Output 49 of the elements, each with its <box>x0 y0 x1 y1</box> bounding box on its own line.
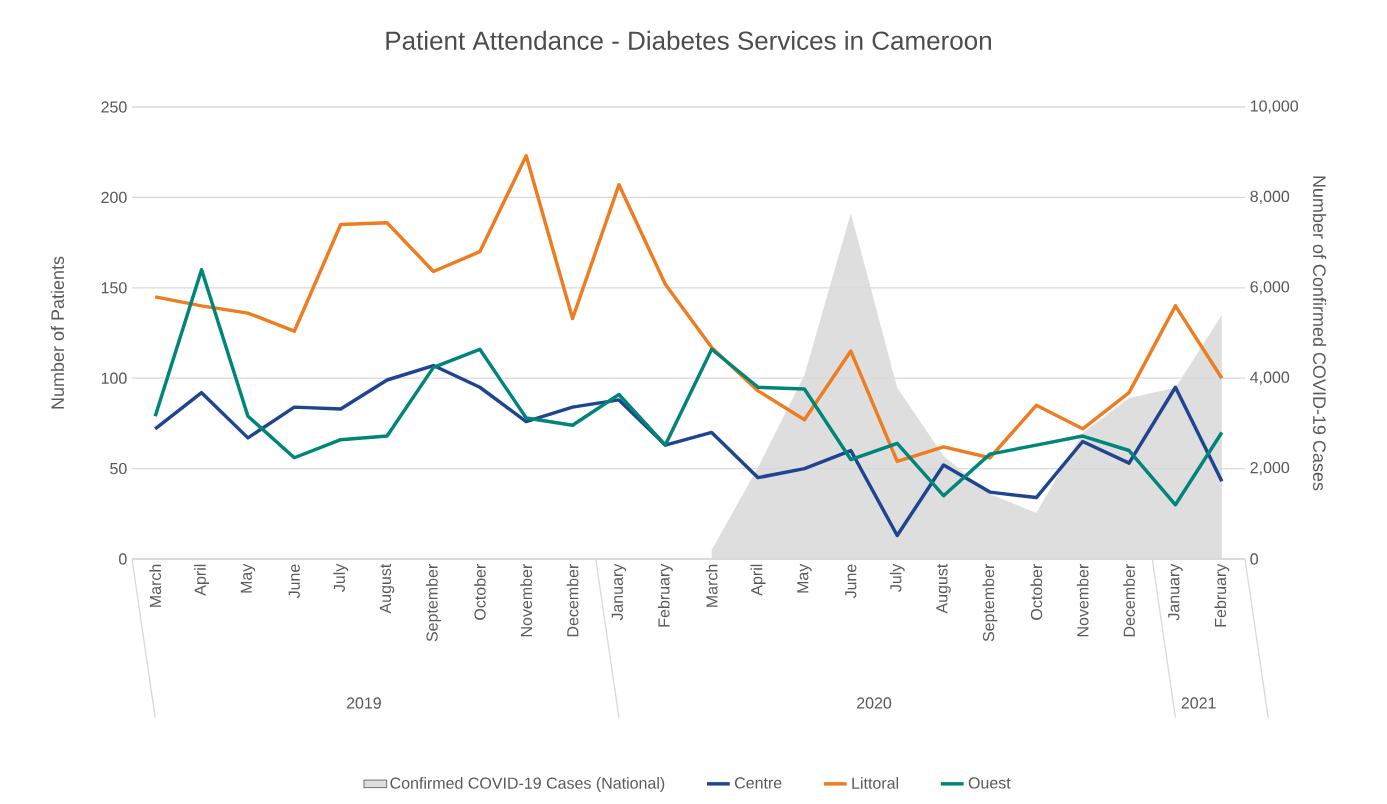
x-tick-label: December <box>566 563 579 637</box>
y-tick-label: 50 <box>110 462 127 475</box>
text: 2021 <box>1181 697 1216 709</box>
x-tick-label: October <box>473 563 486 620</box>
y-tick-label: 150 <box>101 282 127 294</box>
line-series <box>153 154 1224 464</box>
x-tick-label: March <box>149 564 162 607</box>
x-tick-label: February <box>657 563 673 627</box>
y-tick-label: 0 <box>119 553 127 565</box>
x-tick-label: February <box>1214 563 1230 627</box>
x-tick-label: June <box>845 564 857 599</box>
x-tick-label: July <box>333 563 349 592</box>
y2-axis-title: Number of Confirmed COVID-19 Cases <box>1312 176 1327 491</box>
x-tick-label: August <box>379 563 395 614</box>
y-tick-label: 100 <box>101 372 127 384</box>
chart-title: Patient Attendance - Diabetes Services in Cameroon <box>386 30 991 50</box>
y2-tick-label: 10,000 <box>1250 100 1299 114</box>
y2-tick-label: 4,000 <box>1250 371 1290 385</box>
x-tick-label: December <box>1123 563 1135 637</box>
y-axis-title: Number of Patients <box>50 256 65 409</box>
y2-tick-label: 6,000 <box>1250 281 1290 295</box>
x-tick-label: May <box>797 563 812 593</box>
legend-label: Littoral <box>852 777 899 789</box>
x-tick-label: July <box>889 563 905 592</box>
x-tick-label: September <box>426 563 441 642</box>
x-tick-label: April <box>194 564 210 596</box>
x-tick-label: June <box>288 564 300 599</box>
x-tick-label: April <box>750 564 766 596</box>
text: 2019 <box>346 697 381 709</box>
x-tick-label: March <box>705 564 718 607</box>
y-tick-label: 200 <box>101 191 127 204</box>
x-tick-label: January <box>611 563 627 621</box>
x-tick-label: November <box>520 563 533 637</box>
line-series <box>153 267 1224 507</box>
x-tick-label: October <box>1030 563 1043 620</box>
y2-tick-label: 8,000 <box>1250 190 1290 205</box>
legend-label: Confirmed COVID-19 Cases (National) <box>390 777 665 792</box>
legend-label: Centre <box>734 777 782 789</box>
x-tick-label: January <box>1168 563 1183 621</box>
x-tick-label: November <box>1076 563 1089 637</box>
x-tick-label: September <box>982 563 998 642</box>
y-tick-label: 250 <box>101 101 127 113</box>
y2-tick-label: 0 <box>1250 553 1259 565</box>
y2-tick-label: 2,000 <box>1250 461 1290 476</box>
text: 2020 <box>857 697 892 709</box>
legend-label: Ouest <box>968 777 1011 789</box>
line-series <box>153 363 1224 538</box>
x-tick-label: August <box>936 563 951 614</box>
x-tick-label: May <box>240 563 256 593</box>
